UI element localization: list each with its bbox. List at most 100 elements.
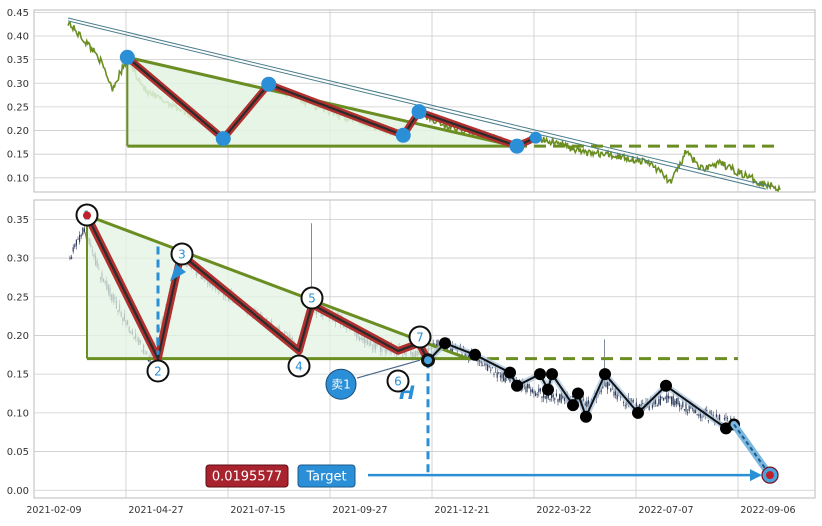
candle-body xyxy=(562,395,564,398)
candle-body xyxy=(669,396,671,398)
candle-body xyxy=(727,418,729,420)
candle-body xyxy=(674,400,676,406)
candle-body xyxy=(482,365,484,367)
candle-body xyxy=(651,404,653,408)
top-pivot-point xyxy=(261,76,277,92)
breakout-point-inner xyxy=(424,356,432,365)
candle-body xyxy=(541,396,543,398)
top-pivot-point xyxy=(395,127,411,143)
candle-body xyxy=(147,359,149,362)
wave-label-text: 4 xyxy=(295,360,303,374)
candle-body xyxy=(664,397,666,399)
candle-body xyxy=(667,395,669,399)
candle-body xyxy=(450,348,452,353)
candle-body xyxy=(707,420,709,422)
candle-body xyxy=(538,388,540,393)
candle-body xyxy=(437,340,439,348)
candle-body xyxy=(680,407,682,409)
candle-body xyxy=(551,394,553,399)
candle-body xyxy=(623,402,625,404)
candle-body xyxy=(74,244,76,247)
candle-body xyxy=(663,397,665,401)
candle-body xyxy=(655,398,657,405)
candle-body xyxy=(527,383,529,389)
top-pivot-point xyxy=(119,49,135,65)
x-tick-label: 2021-02-09 xyxy=(26,505,81,516)
candle-body xyxy=(536,393,538,395)
candle-body xyxy=(491,367,493,369)
wave-label-text: 5 xyxy=(308,292,316,306)
candle-body xyxy=(693,409,695,413)
candle-body xyxy=(80,234,82,237)
candle-body xyxy=(464,352,466,356)
candle-body xyxy=(616,394,618,400)
candle-body xyxy=(531,389,533,393)
post-breakout-point xyxy=(504,366,516,379)
top-trend-line-upper xyxy=(67,17,771,187)
candle-body xyxy=(488,365,490,367)
candle-body xyxy=(719,414,721,422)
candle-body xyxy=(530,389,532,393)
post-breakout-point xyxy=(511,379,523,392)
bottom-ytick-label: 0.30 xyxy=(7,254,29,265)
candle-body xyxy=(555,393,557,397)
candle-body xyxy=(559,394,561,401)
top-panel: 0.10 0.15 0.20 0.25 0.30 0.35 0.40 0.45 xyxy=(7,8,816,193)
candle-body xyxy=(600,388,602,393)
post-breakout-point xyxy=(534,368,546,381)
post-breakout-point xyxy=(599,368,611,381)
candle-body xyxy=(490,369,492,371)
candle-body xyxy=(688,405,690,412)
x-tick-label: 2021-12-21 xyxy=(434,505,489,516)
top-ytick-label: 0.40 xyxy=(7,32,29,43)
candle-body xyxy=(699,411,701,418)
candle-body xyxy=(685,401,687,412)
candle-body xyxy=(549,398,551,400)
candle-body xyxy=(605,382,607,388)
candle-body xyxy=(682,401,684,408)
candle-body xyxy=(725,417,727,419)
candle-body xyxy=(533,391,535,394)
bottom-ytick-label: 0.20 xyxy=(7,331,29,342)
candle-body xyxy=(509,377,511,382)
candle-body xyxy=(698,414,700,416)
bottom-ytick-label: 0.25 xyxy=(7,292,29,303)
post-breakout-point xyxy=(439,337,451,350)
wave-label-circle xyxy=(146,359,170,383)
candle-body xyxy=(563,396,565,401)
top-ytick-label: 0.10 xyxy=(7,173,29,184)
candle-body xyxy=(477,359,479,362)
target-button-text: Target xyxy=(305,470,346,485)
bottom-panel: 0.00 0.05 0.10 0.15 0.20 0.25 0.30 0.35 2021-02-… xyxy=(7,199,816,516)
candle-body xyxy=(571,395,573,397)
target-value-text: 0.0195577 xyxy=(212,470,282,485)
candle-body xyxy=(552,394,554,398)
candle-body xyxy=(461,354,463,356)
candle-body xyxy=(485,362,487,366)
bottom-ytick-label: 0.05 xyxy=(7,447,29,458)
candle-body xyxy=(584,403,586,406)
post-breakout-point xyxy=(546,368,558,381)
x-tick-label: 2022-03-22 xyxy=(536,505,591,516)
top-ytick-label: 0.25 xyxy=(7,102,29,113)
top-ytick-label: 0.35 xyxy=(7,55,29,66)
post-breakout-point xyxy=(580,410,592,423)
wave-label-text: 2 xyxy=(154,365,162,379)
small-arrow-head xyxy=(170,264,186,282)
candle-body xyxy=(583,399,585,402)
candle-body xyxy=(659,395,661,405)
bottom-ytick-label: 0.15 xyxy=(7,370,29,381)
wave-label-circle xyxy=(287,354,311,378)
candle-body xyxy=(658,399,660,405)
candle-body xyxy=(717,418,719,420)
candle-body xyxy=(79,234,81,242)
candle-body xyxy=(709,411,711,414)
top-ytick-label: 0.30 xyxy=(7,79,29,90)
candle-body xyxy=(666,394,668,403)
top-pivot-point xyxy=(509,138,525,154)
candle-body xyxy=(648,402,650,410)
top-pivot-point xyxy=(529,131,542,144)
post-breakout-point xyxy=(567,399,579,412)
candle-body xyxy=(72,247,74,252)
